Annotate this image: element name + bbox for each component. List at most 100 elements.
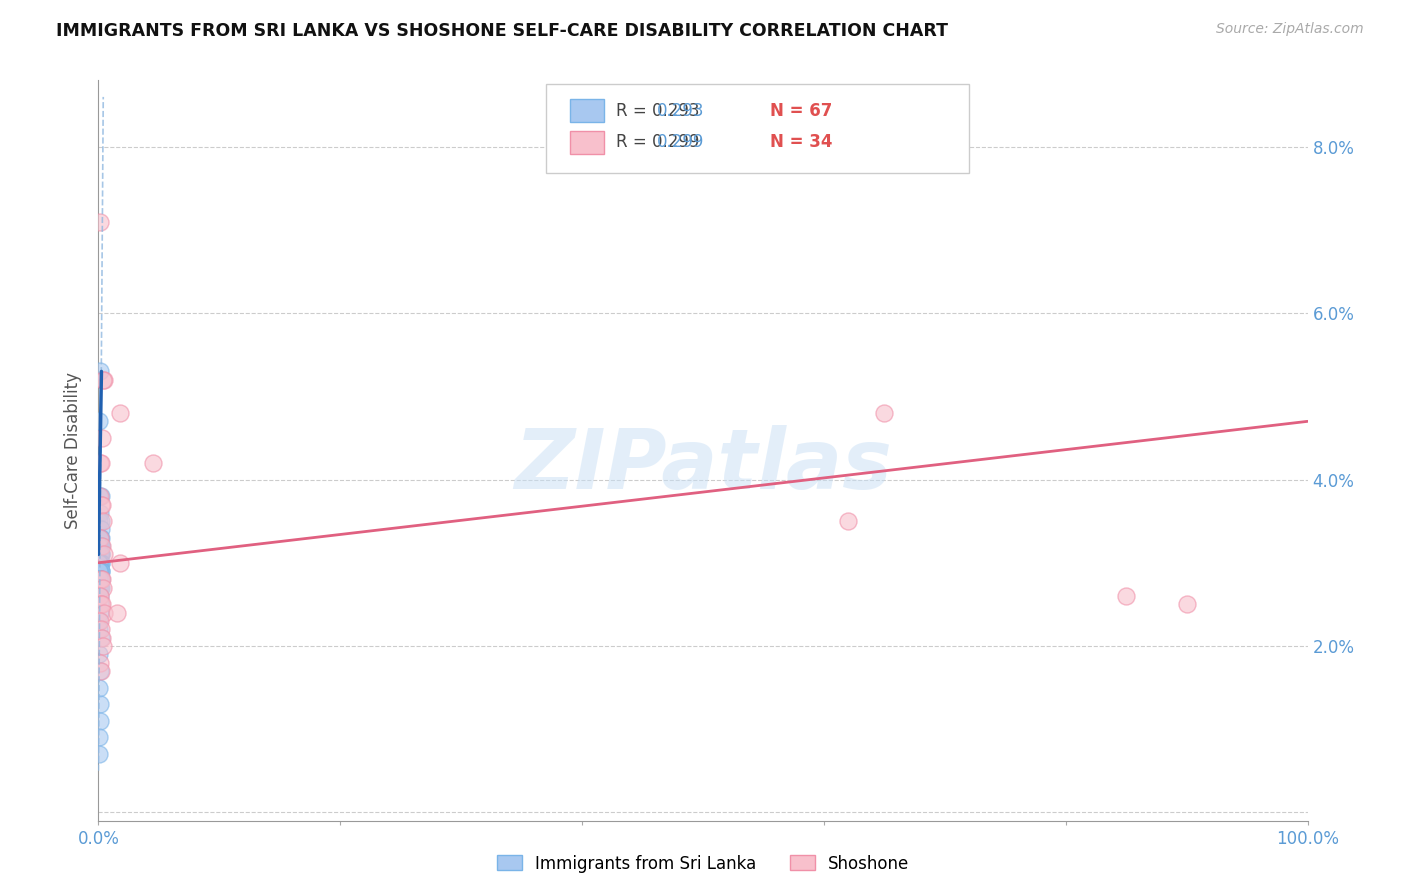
Text: R = 0.293: R = 0.293 [616, 102, 699, 120]
Point [89, 556, 111, 570]
Point [105, 606, 128, 620]
Text: 0.299: 0.299 [657, 134, 704, 152]
Point [90, 623, 112, 637]
Point [90, 548, 112, 562]
Point [89, 556, 111, 570]
Point [87, 647, 110, 661]
Point [87, 514, 110, 528]
Point [91, 514, 114, 528]
Point [1175, 598, 1198, 612]
Point [93, 373, 115, 387]
Point [90, 531, 112, 545]
Point [89, 531, 111, 545]
Point [90, 539, 112, 553]
Point [91, 581, 114, 595]
Point [89, 548, 111, 562]
FancyBboxPatch shape [569, 130, 603, 154]
Point [93, 548, 115, 562]
Point [89, 564, 111, 578]
Text: N = 67: N = 67 [769, 102, 832, 120]
Point [89, 539, 111, 553]
Point [91, 639, 114, 653]
Point [89, 697, 111, 711]
Point [89, 556, 111, 570]
Point [89, 598, 111, 612]
Text: ZIPatlas: ZIPatlas [515, 425, 891, 506]
Point [91, 539, 114, 553]
Point [89, 731, 111, 745]
Point [89, 747, 111, 761]
Point [87, 556, 110, 570]
Legend: Immigrants from Sri Lanka, Shoshone: Immigrants from Sri Lanka, Shoshone [491, 848, 915, 880]
Point [89, 581, 111, 595]
Point [89, 664, 111, 678]
Point [89, 564, 111, 578]
Point [87, 414, 110, 428]
Point [87, 581, 110, 595]
Y-axis label: Self-Care Disability: Self-Care Disability [65, 372, 83, 529]
Point [89, 564, 111, 578]
Point [89, 714, 111, 728]
Point [90, 556, 112, 570]
Point [91, 373, 114, 387]
Point [89, 564, 111, 578]
Point [90, 581, 112, 595]
Point [87, 548, 110, 562]
Text: IMMIGRANTS FROM SRI LANKA VS SHOSHONE SELF-CARE DISABILITY CORRELATION CHART: IMMIGRANTS FROM SRI LANKA VS SHOSHONE SE… [56, 22, 948, 40]
Point [89, 581, 111, 595]
Point [89, 539, 111, 553]
Point [89, 589, 111, 603]
FancyBboxPatch shape [569, 99, 603, 122]
Point [89, 606, 111, 620]
Point [90, 489, 112, 503]
Point [90, 573, 112, 587]
Point [87, 539, 110, 553]
Point [89, 531, 111, 545]
Point [91, 573, 114, 587]
Point [90, 539, 112, 553]
Point [87, 556, 110, 570]
Point [89, 548, 111, 562]
Point [89, 506, 111, 520]
Point [89, 215, 111, 229]
Point [873, 406, 896, 420]
Point [90, 556, 112, 570]
Point [89, 623, 111, 637]
Point [90, 514, 112, 528]
Point [90, 598, 112, 612]
Text: Source: ZipAtlas.com: Source: ZipAtlas.com [1216, 22, 1364, 37]
Point [89, 531, 111, 545]
Point [87, 614, 110, 628]
Point [89, 364, 111, 378]
Text: R = 0.299: R = 0.299 [616, 134, 699, 152]
Point [1115, 589, 1137, 603]
Point [89, 456, 111, 470]
Point [108, 406, 131, 420]
Point [89, 564, 111, 578]
Point [87, 681, 110, 695]
Point [89, 548, 111, 562]
Text: 0.293: 0.293 [657, 102, 704, 120]
Point [90, 664, 112, 678]
Point [90, 548, 112, 562]
Point [90, 456, 112, 470]
Point [87, 573, 110, 587]
Point [90, 564, 112, 578]
Point [87, 556, 110, 570]
Point [87, 564, 110, 578]
Point [90, 631, 112, 645]
Point [89, 573, 111, 587]
Point [89, 539, 111, 553]
Point [90, 498, 112, 512]
Point [89, 548, 111, 562]
Point [89, 573, 111, 587]
Point [89, 614, 111, 628]
Point [90, 523, 112, 537]
Point [89, 548, 111, 562]
Point [89, 489, 111, 503]
Point [89, 564, 111, 578]
Point [89, 589, 111, 603]
Text: N = 34: N = 34 [769, 134, 832, 152]
Point [87, 531, 110, 545]
Point [91, 431, 114, 445]
